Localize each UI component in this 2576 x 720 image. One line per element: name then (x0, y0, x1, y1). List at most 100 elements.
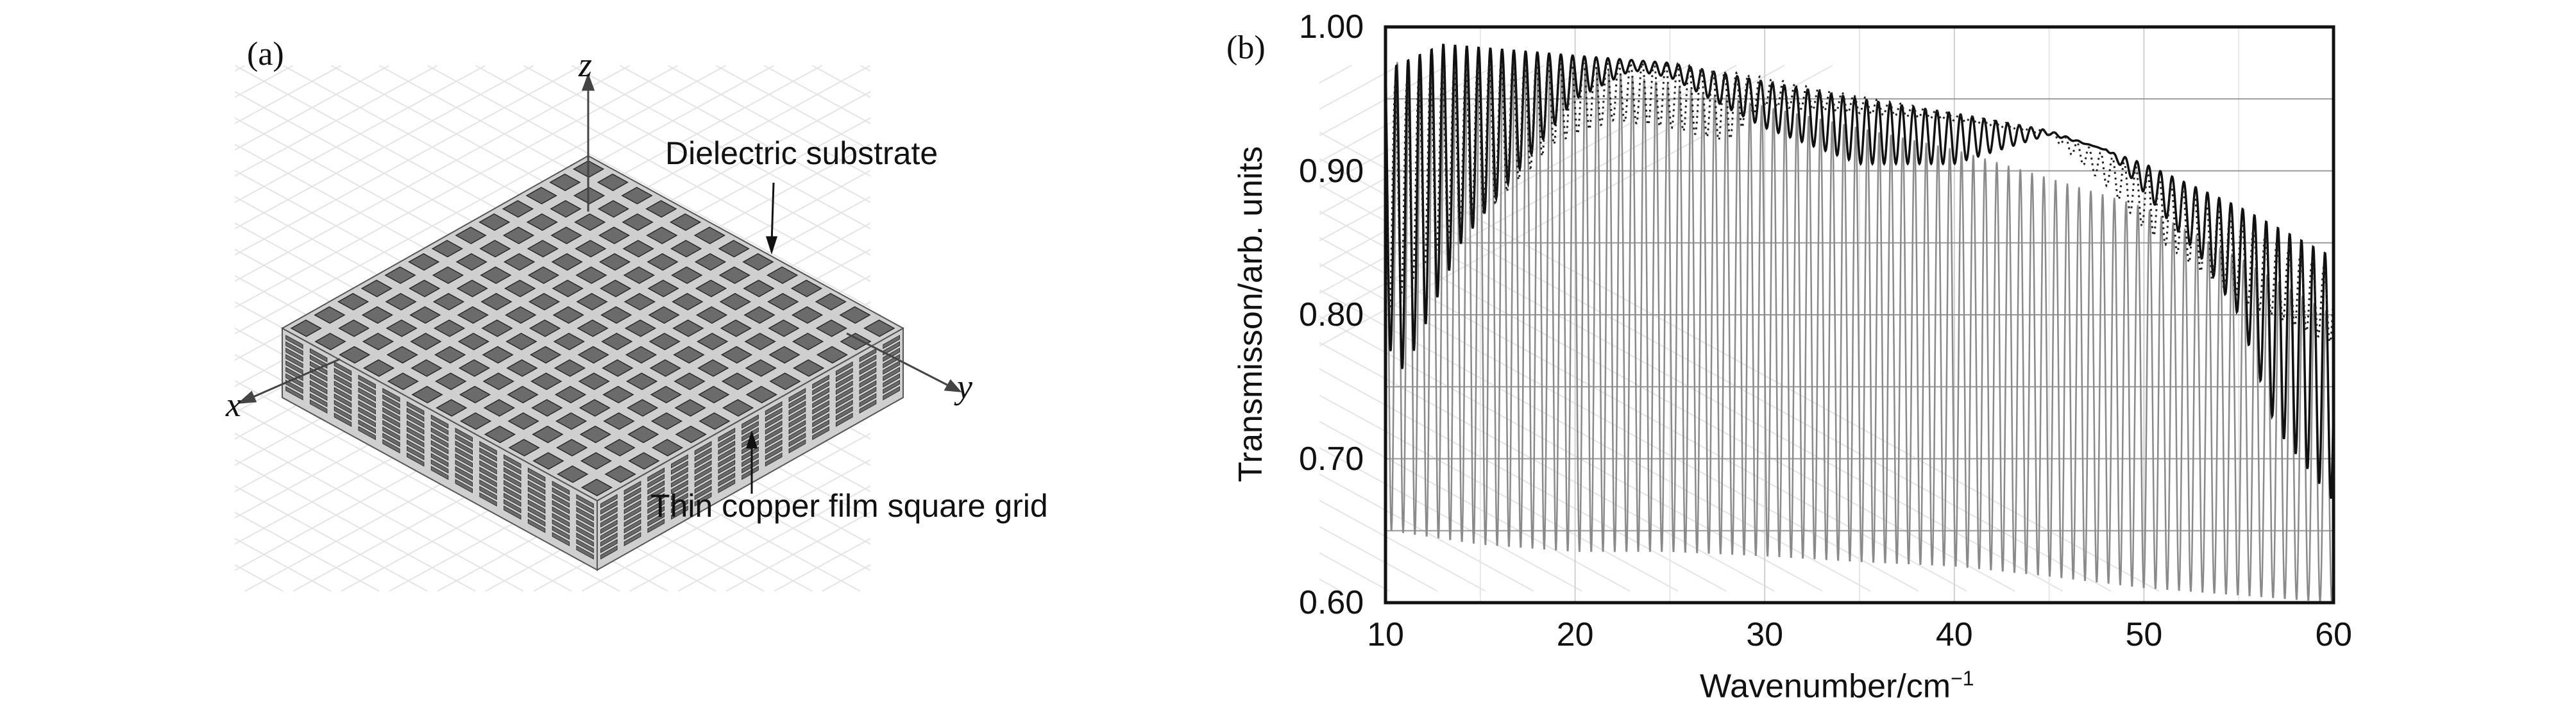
copper-layer-edge (527, 480, 546, 495)
copper-square (555, 387, 585, 403)
copper-square (747, 387, 776, 403)
x-tick-label: 40 (1935, 616, 1973, 653)
panel-a-label: (a) (247, 36, 284, 72)
copper-layer-edge (552, 499, 570, 515)
copper-layer-edge (765, 401, 783, 415)
copper-square (316, 333, 345, 350)
copper-square (676, 426, 706, 443)
copper-square (481, 267, 511, 283)
copper-square (437, 399, 466, 416)
x-tick-label: 10 (1367, 616, 1404, 653)
copper-layer-edge (334, 374, 352, 389)
copper-layer-edge (309, 380, 328, 395)
copper-square (506, 306, 536, 323)
copper-layer-edge (812, 381, 829, 396)
copper-layer-edge (455, 473, 473, 487)
substrate-arrow-icon (765, 236, 778, 255)
x-tick-label: 20 (1556, 616, 1594, 653)
copper-square (601, 280, 631, 297)
copper-square (794, 360, 824, 376)
copper-layer-edge (430, 440, 449, 455)
copper-square (581, 453, 611, 469)
copper-square (509, 413, 538, 430)
copper-layer-edge (765, 433, 783, 448)
copper-square (817, 320, 846, 337)
copper-square (507, 333, 536, 350)
copper-layer-edge (479, 460, 497, 474)
copper-square (551, 201, 580, 217)
z-axis-arrow-icon (581, 72, 595, 91)
mask (235, 624, 876, 720)
copper-layer-edge (600, 519, 618, 534)
copper-layer-edge (623, 480, 641, 496)
series-line-1 (1384, 43, 2335, 499)
copper-square (362, 280, 391, 297)
y-axis-arrow-icon (944, 379, 962, 392)
copper-layer-edge (430, 414, 449, 429)
copper-square (456, 227, 486, 244)
background-grid-line (1196, 65, 2160, 592)
copper-square (436, 347, 465, 364)
copper-square (580, 399, 609, 416)
copper-layer-edge (504, 486, 521, 501)
plot-frame (1384, 25, 2335, 605)
background-grid-line (0, 65, 727, 463)
copper-square (719, 240, 749, 257)
copper-layer-edge (765, 446, 783, 460)
copper-layer-edge (527, 493, 546, 508)
copper-layer-edge (430, 433, 449, 448)
copper-layer-edge (358, 426, 376, 440)
copper-layer-edge (600, 532, 618, 547)
copper-square (673, 294, 702, 310)
copper-square (699, 360, 728, 376)
copper-layer-edge (788, 420, 806, 435)
copper-layer-edge (382, 420, 400, 435)
copper-square (629, 453, 659, 469)
copper-square (552, 254, 582, 271)
copper-square (768, 294, 798, 310)
copper-layer-edge (285, 373, 303, 388)
copper-layer-edge (358, 406, 376, 421)
copper-layer-edge (788, 433, 806, 448)
copper-square (503, 201, 532, 217)
copper-layer-edge (859, 399, 877, 414)
copper-layer-edge (788, 414, 806, 428)
copper-layer-edge (741, 465, 759, 480)
copper-layer-edge (718, 479, 736, 494)
copper-layer-edge (527, 487, 546, 501)
copper-square (339, 320, 369, 337)
copper-square (582, 479, 611, 496)
copper-layer-edge (718, 466, 736, 481)
copper-square (604, 387, 633, 403)
copper-square (555, 360, 584, 376)
copper-square (672, 267, 702, 283)
copper-square (577, 267, 606, 283)
copper-layer-edge (576, 519, 594, 534)
copper-square (550, 174, 580, 191)
copper-layer-edge (479, 447, 497, 462)
copper-layer-edge (883, 360, 900, 375)
copper-layer-edge (765, 407, 783, 422)
copper-layer-edge (812, 400, 829, 415)
copper-layer-edge (788, 394, 806, 409)
copper-layer-edge (600, 545, 618, 560)
copper-square (291, 320, 321, 337)
copper-layer-edge (788, 401, 806, 415)
copper-square (722, 347, 751, 364)
copper-square (770, 347, 799, 364)
copper-square (724, 399, 753, 416)
annotation-dielectric-substrate: Dielectric substrate (665, 135, 938, 171)
copper-layer-edge (334, 393, 352, 408)
copper-layer-edge (623, 487, 641, 502)
copper-layer-edge (859, 360, 877, 376)
copper-square (698, 333, 727, 350)
copper-layer-edge (741, 421, 759, 435)
copper-square (577, 294, 607, 310)
copper-layer-edge (671, 492, 688, 507)
copper-layer-edge (407, 426, 425, 441)
copper-square (412, 360, 441, 376)
copper-layer-edge (430, 446, 449, 461)
x-axis-arrow-icon (237, 390, 257, 404)
copper-layer-edge (788, 426, 806, 441)
copper-layer-edge (694, 492, 712, 507)
